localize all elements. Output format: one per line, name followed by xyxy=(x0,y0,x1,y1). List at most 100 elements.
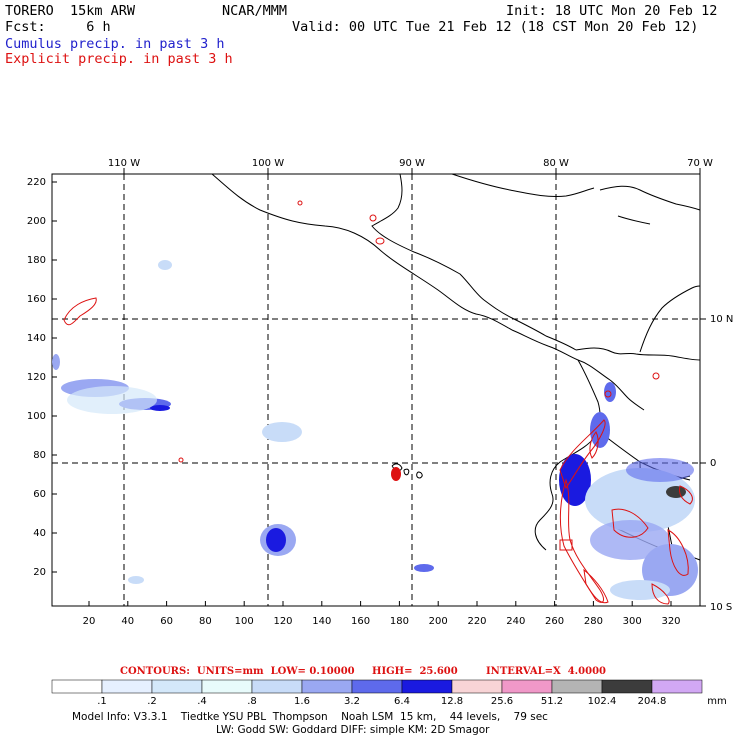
x-tick-label: 220 xyxy=(467,616,486,627)
colorbar-label: 204.8 xyxy=(637,696,667,707)
y-tick-label: 80 xyxy=(33,450,46,461)
colorbar-swatch xyxy=(501,679,553,694)
top-label-100w: 100 W xyxy=(252,158,284,169)
precip-patch-edge xyxy=(52,354,60,370)
right-label-10n: 10 N xyxy=(710,314,733,325)
contour-small-4 xyxy=(178,457,184,463)
colorbar-label: 51.2 xyxy=(540,696,564,707)
cumulus-legend: Cumulus precip. in past 3 h xyxy=(5,36,225,52)
contour-n-andes-1 xyxy=(604,390,612,398)
colorbar xyxy=(51,679,703,694)
x-tick-label: 40 xyxy=(121,616,134,627)
center-label: NCAR/MMM xyxy=(222,3,288,19)
colorbar-label: 3.2 xyxy=(344,696,360,707)
colorbar-label: 102.4 xyxy=(587,696,617,707)
contour-amazon-1 xyxy=(611,508,649,538)
coastline-mexico-central-america xyxy=(211,173,645,411)
y-axis-ticks: 220 200 180 160 140 120 100 80 60 40 20 xyxy=(27,177,57,578)
y-tick-label: 200 xyxy=(27,216,46,227)
colorbar-label: 12.8 xyxy=(440,696,464,707)
x-tick-label: 160 xyxy=(351,616,370,627)
precip-patch-se xyxy=(610,580,670,600)
x-tick-label: 180 xyxy=(390,616,409,627)
y-tick-label: 160 xyxy=(27,294,46,305)
top-label-70w: 70 W xyxy=(687,158,713,169)
y-tick-label: 100 xyxy=(27,411,46,422)
x-tick-label: 280 xyxy=(584,616,603,627)
top-label-80w: 80 W xyxy=(543,158,569,169)
contour-small-2 xyxy=(369,214,377,222)
x-tick-label: 120 xyxy=(273,616,292,627)
coastline-cuba xyxy=(451,173,595,197)
x-tick-label: 20 xyxy=(83,616,96,627)
colorbar-label: 25.6 xyxy=(490,696,514,707)
precip-patch-amazon2 xyxy=(590,520,670,560)
x-axis-ticks: 20 40 60 80 100 120 140 160 180 200 220 240 260 280 30… xyxy=(83,601,681,627)
top-label-110w: 110 W xyxy=(108,158,140,169)
colorbar-label: 1.6 xyxy=(294,696,310,707)
colorbar-swatch xyxy=(651,679,703,694)
colorbar-label: .2 xyxy=(147,696,157,707)
colorbar-label: 6.4 xyxy=(394,696,410,707)
precip-patch-sw-core xyxy=(266,528,286,552)
x-tick-label: 80 xyxy=(199,616,212,627)
y-tick-label: 20 xyxy=(33,567,46,578)
contour-andes-3 xyxy=(583,568,609,604)
coastline-south-america-west xyxy=(534,359,601,551)
y-tick-label: 40 xyxy=(33,528,46,539)
colorbar-swatch xyxy=(151,679,203,694)
coastline-caribbean-islands xyxy=(599,185,701,225)
x-tick-label: 260 xyxy=(545,616,564,627)
forecast-hour: Fcst: 6 h xyxy=(5,19,111,35)
precip-patch-s2 xyxy=(414,564,434,572)
colorbar-swatch xyxy=(551,679,603,694)
contour-small-1 xyxy=(297,200,303,206)
colorbar-label: .8 xyxy=(247,696,257,707)
y-tick-label: 120 xyxy=(27,372,46,383)
coastline-venezuela xyxy=(639,285,701,353)
x-tick-label: 200 xyxy=(429,616,448,627)
precip-patch-center xyxy=(262,422,302,442)
x-tick-label: 100 xyxy=(235,616,254,627)
y-tick-label: 60 xyxy=(33,489,46,500)
model-physics: LW: Godd SW: Goddard DIFF: simple KM: 2D… xyxy=(216,724,490,736)
colorbar-swatch xyxy=(201,679,253,694)
contour-amazon-3 xyxy=(651,583,670,605)
top-label-90w: 90 W xyxy=(399,158,425,169)
contour-andes-4 xyxy=(589,431,599,459)
y-tick-label: 140 xyxy=(27,333,46,344)
x-tick-label: 300 xyxy=(623,616,642,627)
init-time: Init: 18 UTC Mon 20 Feb 12 xyxy=(506,3,718,19)
colorbar-label: .4 xyxy=(197,696,207,707)
contour-nw xyxy=(63,297,97,326)
colorbar-swatch xyxy=(101,679,153,694)
contour-units: CONTOURS: UNITS=mm LOW= 0.10000 xyxy=(120,666,355,677)
x-tick-label: 240 xyxy=(506,616,525,627)
right-label-10s: 10 S xyxy=(710,602,732,613)
colorbar-swatch xyxy=(401,679,453,694)
colorbar-swatch xyxy=(601,679,653,694)
map-frame xyxy=(51,173,701,607)
right-label-0: 0 xyxy=(710,458,716,469)
cumulus-precip xyxy=(52,260,698,600)
x-tick-label: 60 xyxy=(160,616,173,627)
contour-small-3 xyxy=(375,237,385,245)
model-info: Model Info: V3.3.1 Tiedtke YSU PBL Thomp… xyxy=(72,711,548,723)
contour-box xyxy=(559,539,573,551)
tick-marks xyxy=(123,168,706,607)
colorbar-swatch xyxy=(301,679,353,694)
contour-andes-2 xyxy=(559,478,604,603)
precip-patch-amazon4 xyxy=(626,458,694,482)
explicit-legend: Explicit precip. in past 3 h xyxy=(5,51,233,67)
contour-andes-1 xyxy=(559,419,606,490)
coastline-colombia-north xyxy=(575,347,701,361)
coastline-yucatan xyxy=(371,173,577,351)
galapagos-precip-core xyxy=(391,467,401,481)
precip-patch-amazon5 xyxy=(666,486,686,498)
contour-high: HIGH= 25.600 xyxy=(372,666,458,677)
model-title: TORERO 15km ARW xyxy=(5,3,136,19)
colorbar-swatch xyxy=(251,679,303,694)
precip-patch-w-light xyxy=(67,386,157,414)
colorbar-label: .1 xyxy=(97,696,107,707)
y-tick-label: 180 xyxy=(27,255,46,266)
